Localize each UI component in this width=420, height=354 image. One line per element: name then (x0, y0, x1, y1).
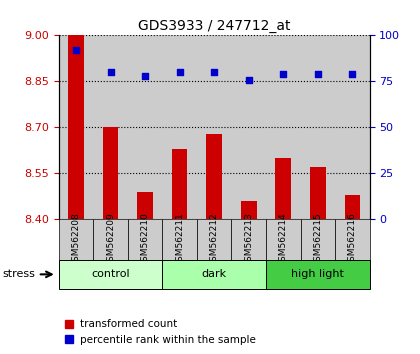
Text: GSM562212: GSM562212 (210, 212, 219, 267)
Bar (59, 219, 93, 260)
Point (142, 73, 149, 79)
Bar (241, 201, 257, 219)
Text: GSM562211: GSM562211 (175, 212, 184, 267)
Bar (128, 219, 163, 260)
Point (73, 47, 79, 53)
Text: GSM562208: GSM562208 (71, 212, 81, 267)
Bar (68, 35, 84, 219)
Bar (335, 35, 370, 219)
Bar (163, 260, 266, 289)
Text: GSM562209: GSM562209 (106, 212, 115, 267)
Bar (335, 219, 370, 260)
Point (211, 69, 218, 75)
Text: GSM562214: GSM562214 (279, 212, 288, 267)
Bar (301, 219, 335, 260)
Text: control: control (91, 269, 130, 279)
Bar (103, 127, 118, 219)
Bar (93, 219, 128, 260)
Point (315, 71, 321, 77)
Text: stress: stress (2, 269, 35, 279)
Bar (310, 167, 326, 219)
Bar (59, 35, 93, 219)
Text: high light: high light (291, 269, 344, 279)
Text: GSM562216: GSM562216 (348, 212, 357, 267)
Bar (93, 35, 128, 219)
Text: dark: dark (202, 269, 227, 279)
Bar (59, 260, 163, 289)
Point (176, 69, 183, 75)
Bar (163, 219, 197, 260)
Text: GSM562210: GSM562210 (141, 212, 150, 267)
Point (280, 71, 286, 77)
Title: GDS3933 / 247712_at: GDS3933 / 247712_at (138, 19, 291, 33)
Bar (172, 149, 187, 219)
Bar (197, 219, 231, 260)
Legend: transformed count, percentile rank within the sample: transformed count, percentile rank withi… (60, 315, 260, 349)
Bar (344, 195, 360, 219)
Bar (137, 192, 153, 219)
Bar (276, 158, 291, 219)
Point (245, 77, 252, 82)
Point (107, 69, 114, 75)
Bar (231, 219, 266, 260)
Bar (266, 35, 301, 219)
Bar (128, 35, 163, 219)
Point (349, 71, 356, 77)
Bar (301, 35, 335, 219)
Bar (207, 133, 222, 219)
Bar (231, 35, 266, 219)
Text: GSM562215: GSM562215 (313, 212, 322, 267)
Bar (266, 219, 301, 260)
Bar (163, 35, 197, 219)
Text: GSM562213: GSM562213 (244, 212, 253, 267)
Bar (266, 260, 370, 289)
Bar (197, 35, 231, 219)
